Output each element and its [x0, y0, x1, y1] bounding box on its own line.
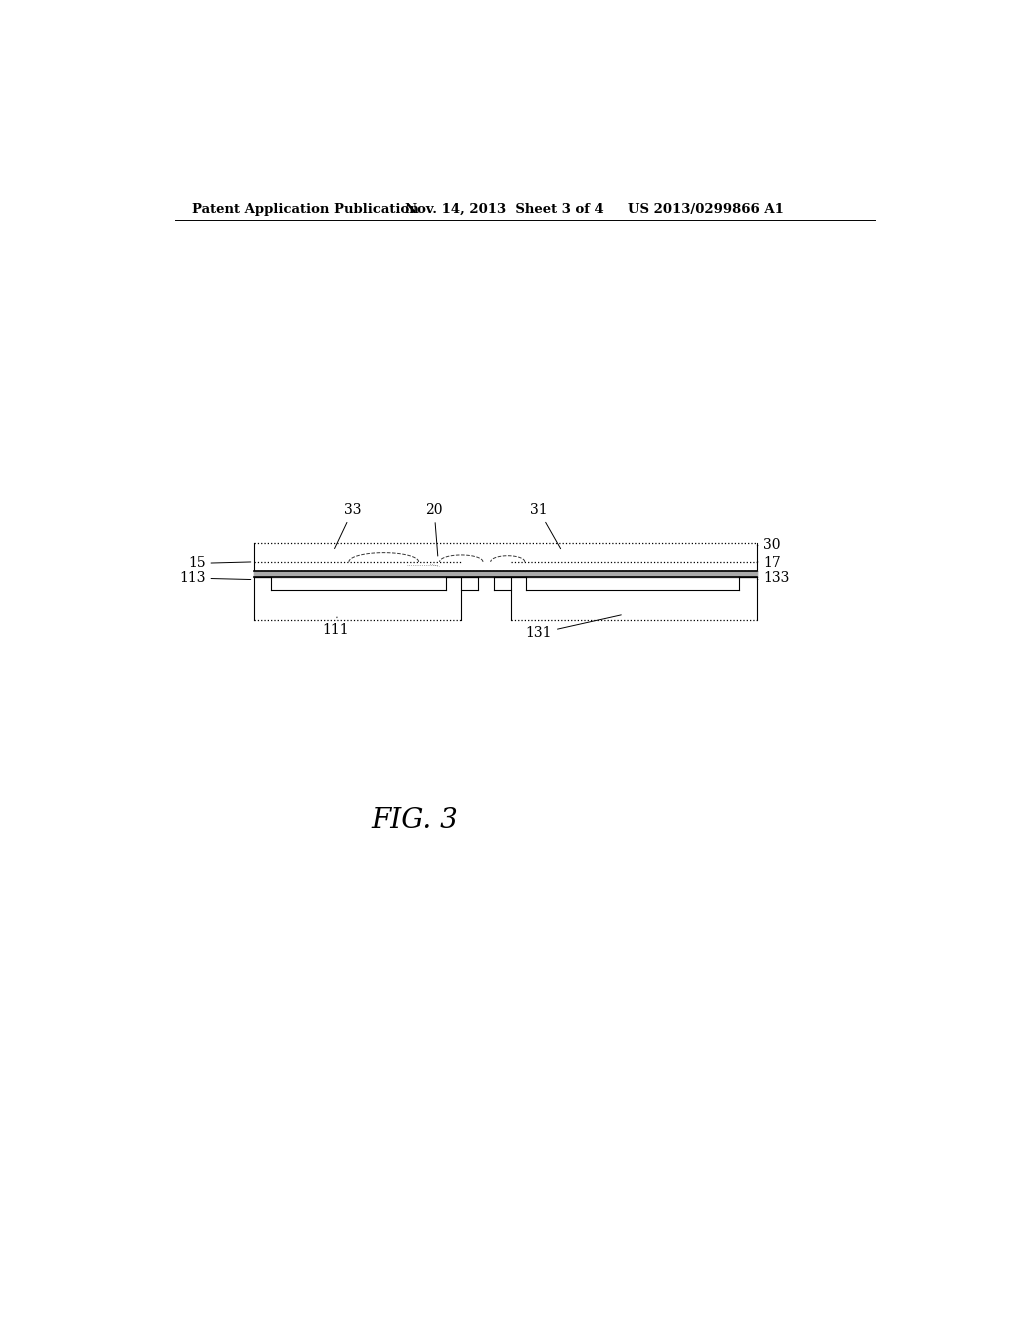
Text: 31: 31 — [530, 503, 560, 549]
Text: US 2013/0299866 A1: US 2013/0299866 A1 — [628, 203, 783, 215]
Text: 17: 17 — [758, 557, 781, 570]
Text: 20: 20 — [425, 503, 442, 556]
Text: 15: 15 — [187, 557, 251, 570]
Text: 33: 33 — [335, 503, 361, 549]
Text: 133: 133 — [758, 572, 790, 585]
Text: Patent Application Publication: Patent Application Publication — [191, 203, 418, 215]
Text: 111: 111 — [323, 616, 349, 638]
Text: 131: 131 — [525, 615, 622, 640]
Bar — [254, 572, 758, 577]
Text: 113: 113 — [179, 572, 251, 585]
Text: 30: 30 — [758, 539, 781, 552]
Text: FIG. 3: FIG. 3 — [372, 807, 458, 834]
Text: Nov. 14, 2013  Sheet 3 of 4: Nov. 14, 2013 Sheet 3 of 4 — [406, 203, 604, 215]
